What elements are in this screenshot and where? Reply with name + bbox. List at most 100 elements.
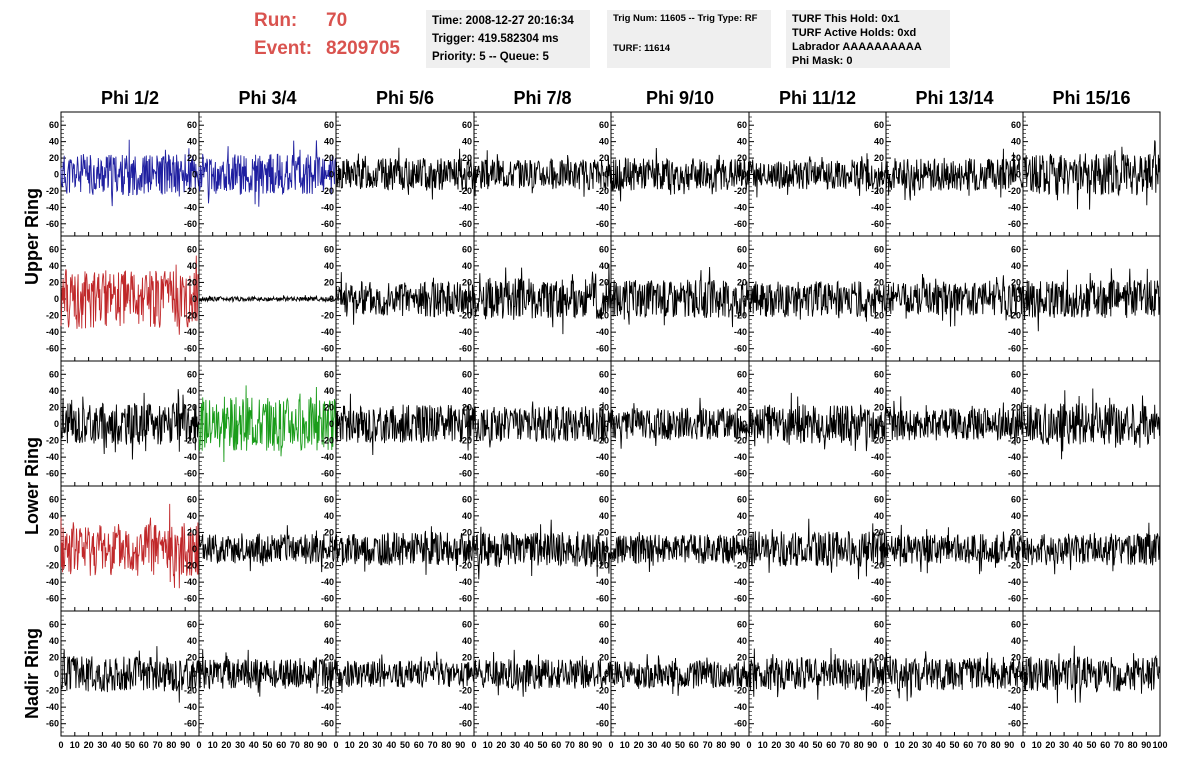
x-tick-label: 50 (949, 740, 959, 750)
y-tick-label: 0 (192, 669, 197, 679)
y-tick-label: -40 (596, 202, 609, 212)
y-tick-label: 60 (874, 619, 884, 629)
waveform-trace (610, 147, 750, 202)
x-tick-label: 70 (977, 740, 987, 750)
x-tick-label: 70 (703, 740, 713, 750)
x-tick-label: 30 (922, 740, 932, 750)
y-tick-label: -60 (459, 594, 472, 604)
x-tick-label: 60 (826, 740, 836, 750)
y-tick-label: 20 (599, 277, 609, 287)
y-tick-label: -40 (1008, 202, 1021, 212)
y-tick-label: 40 (1011, 636, 1021, 646)
y-tick-label: -20 (1008, 186, 1021, 196)
waveform-trace (60, 503, 200, 589)
y-tick-label: -20 (734, 561, 747, 571)
y-tick-label: -20 (596, 686, 609, 696)
y-tick-label: 0 (54, 170, 59, 180)
y-tick-label: -40 (459, 452, 472, 462)
x-tick-label: 90 (455, 740, 465, 750)
y-tick-label: 20 (737, 277, 747, 287)
waveform-trace (748, 153, 887, 198)
y-tick-label: 60 (737, 494, 747, 504)
x-tick-label: 60 (1100, 740, 1110, 750)
y-tick-label: -40 (459, 327, 472, 337)
x-tick-label: 50 (675, 740, 685, 750)
waveform-trace (335, 651, 475, 693)
waveform-trace (885, 396, 1024, 446)
run-value: 70 (326, 10, 348, 31)
y-tick-label: -40 (46, 702, 59, 712)
y-tick-label: -40 (46, 577, 59, 587)
waveform-trace (198, 385, 337, 463)
trig-num-text: Trig Num: 11605 -- Trig Type: RF (613, 13, 758, 24)
y-tick-label: 20 (49, 652, 59, 662)
y-tick-label: -60 (46, 344, 59, 354)
x-tick-label: 0 (608, 740, 613, 750)
y-tick-label: -40 (459, 577, 472, 587)
y-tick-label: -20 (46, 186, 59, 196)
y-tick-label: -40 (596, 702, 609, 712)
y-tick-label: -20 (459, 186, 472, 196)
turf-active-holds-text: TURF Active Holds: 0xd (792, 27, 917, 39)
y-tick-label: -40 (596, 577, 609, 587)
y-tick-label: 20 (1011, 527, 1021, 537)
y-tick-label: 40 (874, 511, 884, 521)
phi-mask-text: Phi Mask: 0 (792, 55, 853, 67)
y-tick-label: -60 (321, 344, 334, 354)
y-tick-label: -20 (734, 436, 747, 446)
y-tick-label: -20 (46, 561, 59, 571)
waveform-trace (610, 531, 750, 573)
row-title: Upper Ring (22, 188, 42, 285)
y-tick-label: -60 (1008, 344, 1021, 354)
y-tick-label: -20 (321, 686, 334, 696)
x-tick-label: 50 (812, 740, 822, 750)
y-tick-label: 0 (467, 669, 472, 679)
y-tick-label: -40 (734, 327, 747, 337)
waveform-trace (885, 148, 1024, 201)
y-tick-label: 40 (462, 386, 472, 396)
y-tick-label: -60 (459, 219, 472, 229)
y-tick-label: -40 (459, 702, 472, 712)
y-tick-label: 60 (324, 244, 334, 254)
y-tick-label: 0 (329, 669, 334, 679)
y-tick-label: 60 (462, 369, 472, 379)
y-tick-label: -40 (184, 452, 197, 462)
column-title: Phi 5/6 (376, 88, 434, 108)
time-text: Time: 2008-12-27 20:16:34 (432, 15, 574, 27)
x-tick-label: 60 (963, 740, 973, 750)
y-tick-label: -60 (46, 719, 59, 729)
waveform-trace (335, 272, 475, 325)
x-tick-label: 30 (785, 740, 795, 750)
y-tick-label: 60 (187, 369, 197, 379)
y-tick-label: -60 (1008, 469, 1021, 479)
waveform-trace (473, 401, 612, 448)
x-tick-label: 70 (153, 740, 163, 750)
x-tick-label: 90 (180, 740, 190, 750)
y-tick-label: 20 (324, 277, 334, 287)
y-tick-label: 40 (187, 137, 197, 147)
y-tick-label: 20 (462, 402, 472, 412)
y-tick-label: 0 (329, 544, 334, 554)
y-tick-label: -60 (459, 719, 472, 729)
x-tick-label: 10 (1032, 740, 1042, 750)
waveform-trace (610, 397, 750, 449)
y-tick-label: 20 (737, 652, 747, 662)
x-tick-label: 40 (249, 740, 259, 750)
y-tick-label: -40 (46, 327, 59, 337)
y-tick-label: -40 (184, 577, 197, 587)
x-tick-label: 10 (758, 740, 768, 750)
y-tick-label: -40 (321, 327, 334, 337)
x-tick-label: 60 (551, 740, 561, 750)
waveform-trace (473, 649, 612, 697)
y-tick-label: 20 (49, 153, 59, 163)
y-tick-label: 60 (737, 244, 747, 254)
trigger-text: Trigger: 419.582304 ms (432, 33, 559, 45)
y-tick-label: 20 (874, 652, 884, 662)
x-tick-label: 40 (386, 740, 396, 750)
x-tick-label: 20 (634, 740, 644, 750)
y-tick-label: 20 (737, 402, 747, 412)
x-tick-label: 20 (221, 740, 231, 750)
y-tick-label: -20 (321, 436, 334, 446)
x-tick-label: 20 (1045, 740, 1055, 750)
y-tick-label: 40 (874, 636, 884, 646)
